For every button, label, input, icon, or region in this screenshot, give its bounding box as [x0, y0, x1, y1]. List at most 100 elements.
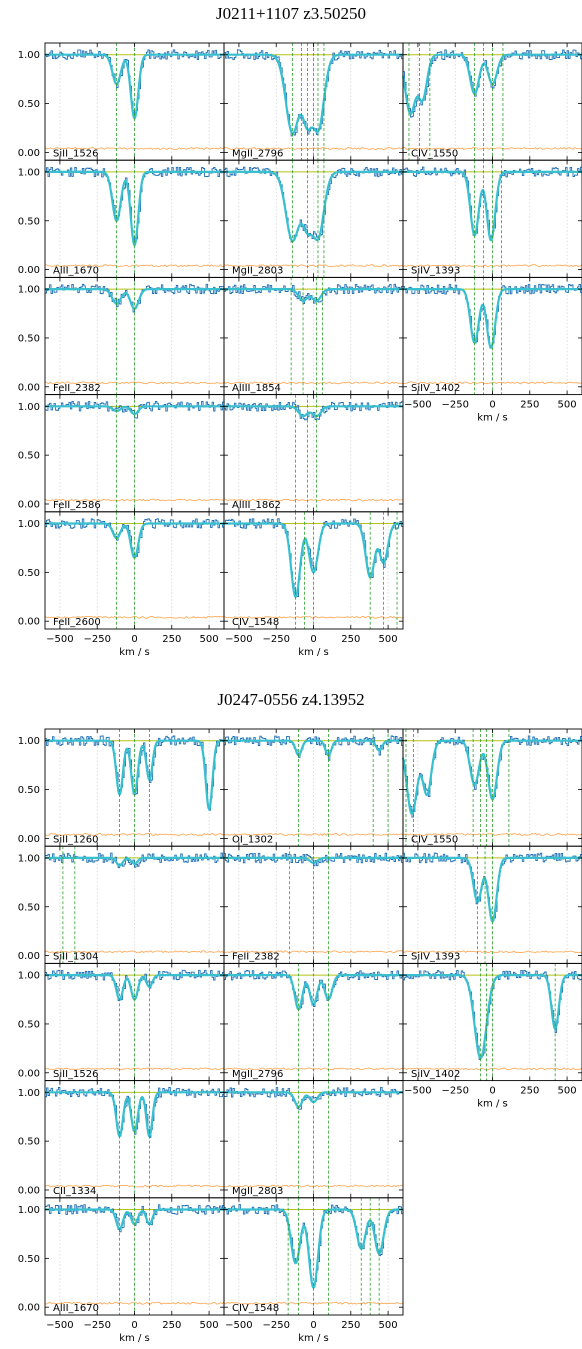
panel-AlII_1670: AlII_1670 0.00 0.50 1.00 −500 −250 0 250 500 km /… [18, 1197, 225, 1344]
error-spectrum [44, 832, 225, 836]
x-tick-label: 500 [200, 1320, 219, 1331]
x-axis-label: km / s [298, 1333, 328, 1344]
y-tick-label: 1.00 [18, 971, 40, 982]
y-tick-label: 0.00 [18, 382, 40, 393]
y-tick-label: 1.00 [18, 285, 40, 296]
figure-title-2: J0247-0556 z4.13952 [217, 690, 365, 709]
panel-label: FeII_2600 [53, 617, 101, 628]
panel-label: FeII_2382 [232, 952, 280, 963]
x-tick-label: −500 [404, 400, 431, 411]
x-tick-label: 500 [558, 400, 577, 411]
model-profile [224, 405, 403, 418]
x-tick-label: 250 [520, 400, 539, 411]
x-tick-label: 0 [310, 1320, 316, 1331]
panel-SiIV_1393: SiIV_1393 [402, 845, 582, 964]
model-profile [224, 288, 403, 303]
model-profile [224, 170, 403, 243]
panel-label: MgII_2803 [232, 1186, 283, 1197]
error-spectrum [402, 833, 582, 836]
panel-SiII_1260: SiII_1260 0.00 0.50 1.00 [18, 728, 225, 847]
x-tick-label: −500 [225, 634, 252, 645]
error-spectrum [44, 381, 225, 385]
y-tick-label: 1.00 [18, 167, 40, 178]
panel-MgII_2796: MgII_2796 [223, 962, 404, 1082]
y-tick-label: 0.50 [18, 1254, 40, 1265]
panel-label: MgII_2796 [232, 148, 283, 159]
error-spectrum [44, 498, 225, 502]
x-tick-label: 250 [341, 634, 360, 645]
y-tick-label: 0.00 [18, 1068, 40, 1079]
panel-SiII_1526: SiII_1526 0.00 0.50 1.00 [18, 42, 225, 161]
x-tick-label: 500 [558, 1086, 577, 1097]
x-tick-label: 0 [489, 1086, 495, 1097]
panel-label: OI_1302 [232, 834, 273, 845]
error-spectrum [224, 498, 404, 502]
panel-CIV_1550: CIV_1550 [401, 728, 582, 847]
panel-label: CIV_1548 [232, 1303, 279, 1314]
panel-label: SiIV_1402 [411, 1069, 460, 1080]
y-tick-label: 0.50 [18, 451, 40, 462]
x-tick-label: 0 [489, 400, 495, 411]
panel-label: AlIII_1862 [232, 500, 281, 511]
panel-SiIV_1402: SiIV_1402 −500 −250 0 250 500 km / s [402, 962, 582, 1110]
x-tick-label: 0 [131, 1320, 137, 1331]
panel-OI_1302: OI_1302 [223, 728, 404, 847]
panel-label: MgII_2803 [232, 266, 283, 277]
panel-CIV_1550: CIV_1550 [401, 42, 582, 161]
flux-spectrum [45, 852, 225, 869]
panel-label: SiIV_1402 [411, 383, 460, 394]
figure-title-1: J0211+1107 z3.50250 [216, 4, 366, 23]
panel-label: CIV_1548 [232, 617, 279, 628]
x-axis-label: km / s [477, 1099, 507, 1110]
panel-FeII_2382: FeII_2382 [223, 845, 404, 964]
flux-spectrum [224, 735, 404, 761]
y-tick-label: 0.00 [18, 265, 40, 276]
y-tick-label: 1.00 [18, 50, 40, 61]
x-tick-label: 250 [162, 1320, 181, 1331]
flux-spectrum [224, 852, 404, 867]
y-tick-label: 0.00 [18, 951, 40, 962]
y-tick-label: 0.50 [18, 1137, 40, 1148]
y-tick-label: 0.00 [18, 499, 40, 510]
error-spectrum [223, 381, 404, 385]
flux-spectrum [224, 401, 404, 421]
x-tick-label: 0 [131, 634, 137, 645]
x-tick-label: −500 [404, 1086, 431, 1097]
error-spectrum [44, 1067, 224, 1071]
panel-label: SiII_1526 [53, 1069, 98, 1080]
x-axis-label: km / s [119, 647, 149, 658]
y-tick-label: 0.50 [18, 902, 40, 913]
panel-AlII_1670: AlII_1670 0.00 0.50 1.00 [18, 159, 225, 278]
x-axis-label: km / s [298, 647, 328, 658]
x-tick-label: 500 [379, 1320, 398, 1331]
error-spectrum [44, 615, 224, 619]
panel-label: SiII_1260 [53, 834, 98, 845]
panel-FeII_2586: FeII_2586 0.00 0.50 1.00 [18, 394, 225, 513]
panel-label: CIV_1550 [411, 148, 458, 159]
panel-label: SiII_1526 [53, 148, 98, 159]
panel-label: AlII_1670 [53, 1303, 99, 1314]
y-tick-label: 0.50 [18, 99, 40, 110]
x-tick-label: −250 [441, 400, 468, 411]
x-tick-label: 500 [200, 634, 219, 645]
y-tick-label: 1.00 [18, 402, 40, 413]
y-tick-label: 0.50 [18, 216, 40, 227]
panel-CIV_1548: CIV_1548 −500 −250 0 250 500 km / s [223, 1197, 404, 1344]
x-axis-label: km / s [477, 413, 507, 424]
y-tick-label: 0.50 [18, 333, 40, 344]
flux-spectrum [224, 166, 404, 243]
panel-CII_1334: CII_1334 0.00 0.50 1.00 [18, 1080, 225, 1199]
panel-SiIV_1402: SiIV_1402 −500 −250 0 250 500 km / s [402, 276, 582, 424]
x-tick-label: 250 [520, 1086, 539, 1097]
x-tick-label: −250 [262, 634, 289, 645]
y-tick-label: 0.00 [18, 834, 40, 845]
y-tick-label: 0.50 [18, 568, 40, 579]
panel-label: SiIV_1393 [411, 266, 460, 277]
panel-MgII_2803: MgII_2803 [223, 159, 404, 278]
y-tick-label: 0.00 [18, 617, 40, 628]
y-tick-label: 1.00 [18, 519, 40, 530]
x-tick-label: 0 [310, 634, 316, 645]
model-profile [224, 739, 403, 757]
error-spectrum [223, 147, 404, 150]
